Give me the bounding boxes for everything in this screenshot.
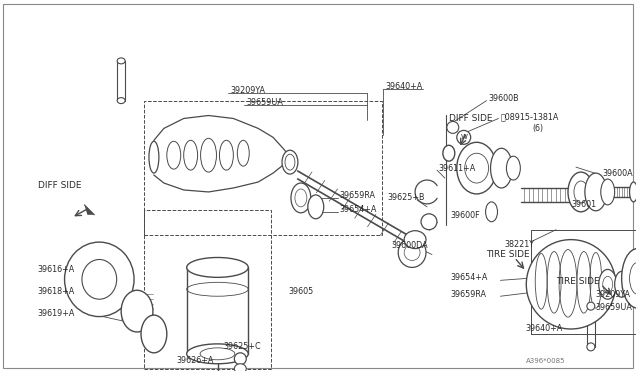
Ellipse shape bbox=[65, 242, 134, 317]
Text: DIFF SIDE: DIFF SIDE bbox=[38, 180, 81, 189]
Text: 39611+A: 39611+A bbox=[439, 164, 476, 173]
Ellipse shape bbox=[404, 244, 420, 260]
Ellipse shape bbox=[282, 150, 298, 174]
Ellipse shape bbox=[234, 353, 246, 365]
Text: 39659RA: 39659RA bbox=[340, 192, 376, 201]
Ellipse shape bbox=[308, 195, 324, 219]
Text: 39605: 39605 bbox=[288, 287, 313, 296]
Text: 39600F: 39600F bbox=[451, 211, 481, 220]
Text: 39600DA: 39600DA bbox=[391, 241, 428, 250]
Text: TIRE SIDE: TIRE SIDE bbox=[486, 250, 530, 259]
Ellipse shape bbox=[291, 183, 311, 213]
Ellipse shape bbox=[526, 240, 616, 329]
Text: 38221Y: 38221Y bbox=[504, 240, 534, 249]
Ellipse shape bbox=[630, 182, 637, 202]
Ellipse shape bbox=[457, 142, 497, 194]
Ellipse shape bbox=[486, 202, 497, 222]
Text: 39600A: 39600A bbox=[603, 169, 634, 177]
Ellipse shape bbox=[200, 348, 235, 360]
Ellipse shape bbox=[443, 145, 455, 161]
Text: 39616+A: 39616+A bbox=[38, 265, 75, 274]
Ellipse shape bbox=[614, 272, 628, 297]
Ellipse shape bbox=[421, 214, 437, 230]
Ellipse shape bbox=[506, 156, 520, 180]
Ellipse shape bbox=[601, 179, 614, 205]
Ellipse shape bbox=[603, 276, 612, 292]
Text: 39600B: 39600B bbox=[488, 94, 519, 103]
Ellipse shape bbox=[599, 269, 617, 299]
Text: (6): (6) bbox=[532, 124, 543, 133]
Ellipse shape bbox=[587, 343, 595, 351]
Text: 39601: 39601 bbox=[571, 201, 596, 209]
Ellipse shape bbox=[574, 181, 588, 203]
Text: W: W bbox=[460, 134, 467, 140]
Ellipse shape bbox=[121, 290, 153, 332]
Ellipse shape bbox=[447, 121, 459, 134]
Bar bbox=[144, 210, 271, 369]
Ellipse shape bbox=[149, 141, 159, 173]
Ellipse shape bbox=[585, 173, 607, 211]
Ellipse shape bbox=[568, 172, 594, 212]
Ellipse shape bbox=[630, 263, 640, 294]
Bar bbox=[144, 100, 382, 235]
Ellipse shape bbox=[141, 315, 167, 353]
Text: DIFF SIDE: DIFF SIDE bbox=[449, 114, 492, 123]
Ellipse shape bbox=[187, 344, 248, 364]
Ellipse shape bbox=[295, 189, 307, 207]
Text: 39640+A: 39640+A bbox=[385, 82, 422, 91]
Ellipse shape bbox=[621, 248, 640, 308]
Text: Ⓦ08915-1381A: Ⓦ08915-1381A bbox=[500, 112, 559, 121]
Text: 39659RA: 39659RA bbox=[451, 290, 487, 299]
Text: 39619+A: 39619+A bbox=[38, 309, 75, 318]
Text: 39209YA: 39209YA bbox=[596, 290, 631, 299]
Text: 39659UA: 39659UA bbox=[246, 98, 283, 107]
Text: 39659UA: 39659UA bbox=[596, 303, 633, 312]
Text: 39618+A: 39618+A bbox=[38, 287, 75, 296]
Text: 39625+C: 39625+C bbox=[223, 342, 261, 352]
Polygon shape bbox=[84, 205, 94, 215]
Text: 39625+B: 39625+B bbox=[387, 193, 425, 202]
Bar bbox=[531, 230, 640, 334]
Ellipse shape bbox=[587, 302, 595, 310]
Ellipse shape bbox=[457, 131, 470, 144]
Polygon shape bbox=[154, 115, 293, 192]
Ellipse shape bbox=[404, 231, 426, 248]
Text: 39640+A: 39640+A bbox=[525, 324, 563, 333]
Ellipse shape bbox=[398, 238, 426, 267]
Ellipse shape bbox=[285, 154, 295, 170]
Ellipse shape bbox=[187, 257, 248, 278]
Text: TIRE SIDE: TIRE SIDE bbox=[556, 277, 600, 286]
Ellipse shape bbox=[117, 58, 125, 64]
Text: 39654+A: 39654+A bbox=[340, 205, 377, 214]
Ellipse shape bbox=[465, 153, 488, 183]
Ellipse shape bbox=[117, 97, 125, 103]
Ellipse shape bbox=[82, 260, 116, 299]
Text: 39626+A: 39626+A bbox=[176, 356, 213, 365]
Ellipse shape bbox=[490, 148, 513, 188]
Text: A396*0085: A396*0085 bbox=[526, 358, 566, 364]
Text: 39209YA: 39209YA bbox=[230, 86, 266, 95]
Ellipse shape bbox=[234, 364, 246, 372]
Text: 39654+A: 39654+A bbox=[451, 273, 488, 282]
